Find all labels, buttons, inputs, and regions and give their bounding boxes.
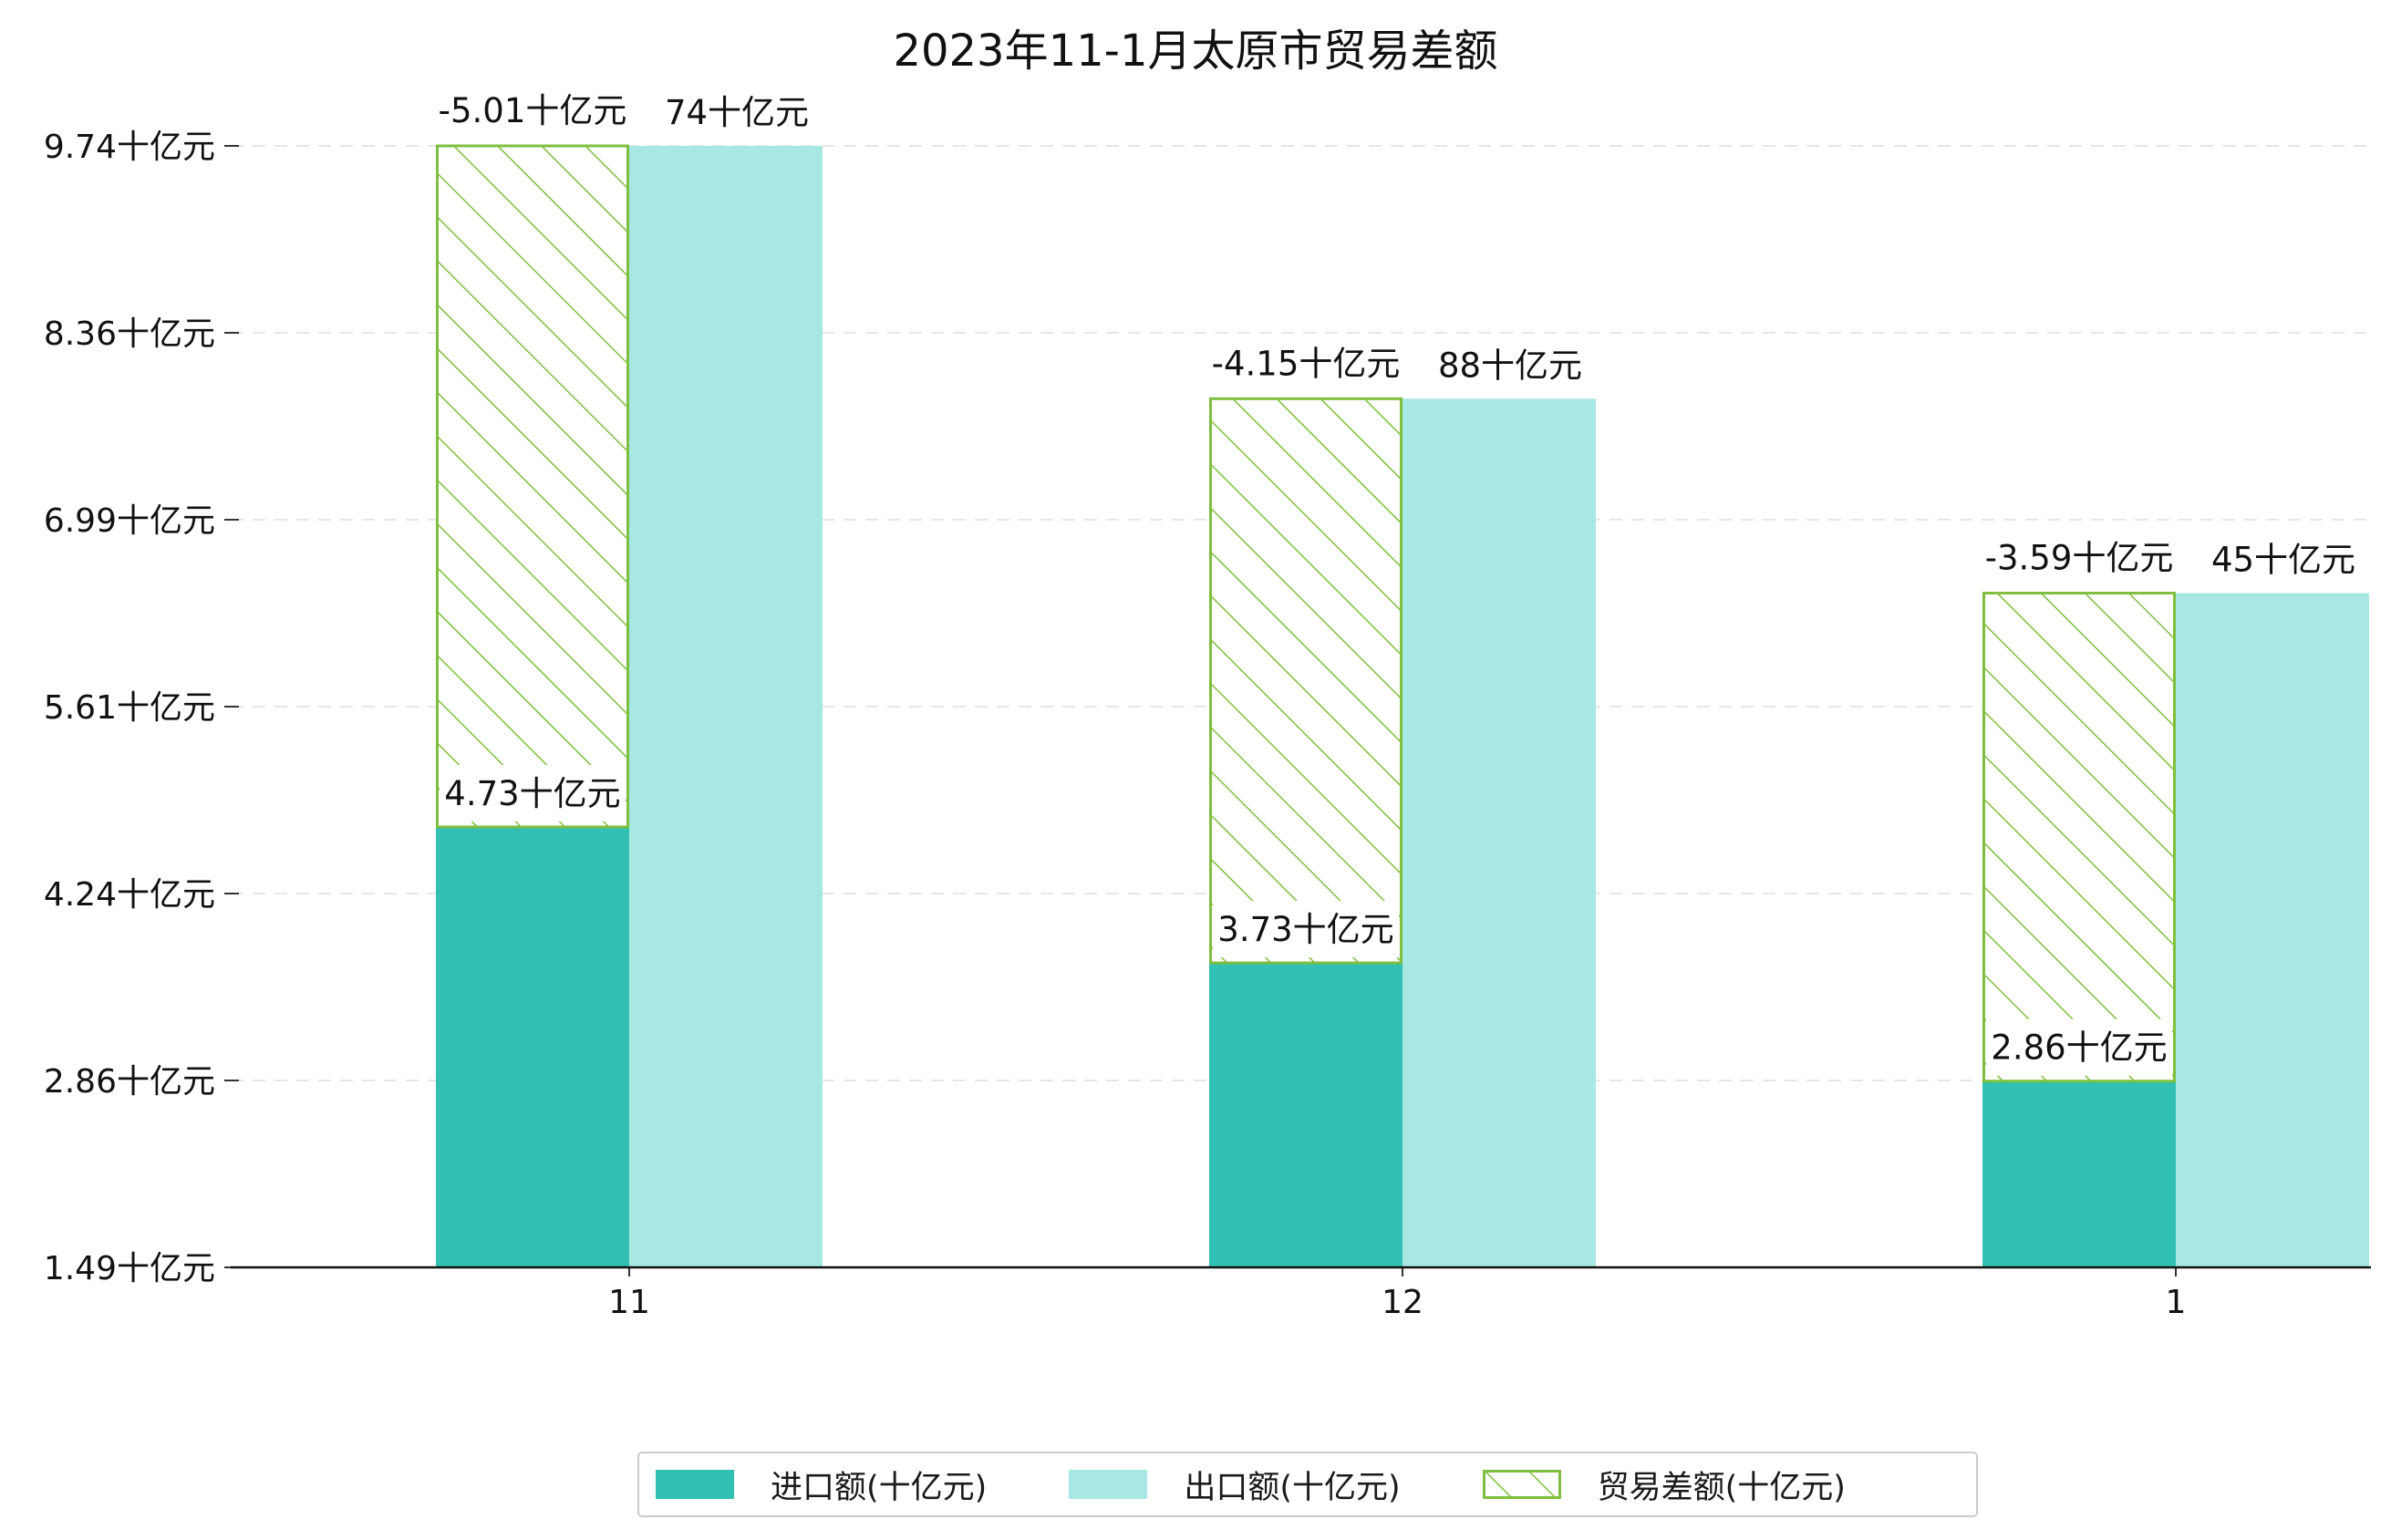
import-value-label-box [1986,1018,2172,1076]
x-tick-label: 1 [2166,1284,2187,1321]
balance-value-label-group: -5.01十亿元 [428,82,637,139]
data-labels: 4.73十亿元 -5.01十亿元 74十亿元 3.73十亿元 -4.15十亿元 88十亿元… [428,82,2355,1076]
export-value-label-box [668,84,806,140]
legend-swatch-balance [1482,1470,1561,1499]
legend-label-exports: 出口额(十亿元) [1184,1469,1401,1506]
legend-item-balance: 贸易差额(十亿元) [1482,1462,1846,1508]
y-tick-label: 6.99十亿元 [44,502,215,540]
export-value-label-box [2214,531,2353,588]
y-tick-label: 1.49十亿元 [44,1250,215,1287]
import-value-label-group: 2.86十亿元 [1986,1018,2172,1076]
y-tick-label: 4.24十亿元 [44,876,215,914]
legend-swatch-imports [656,1470,734,1499]
balance-value-label: -5.01十亿元 [439,91,627,130]
balance-value-label: -4.15十亿元 [1212,344,1401,383]
export-value-label-group: 88十亿元 [1438,336,1582,394]
legend-label-imports: 进口额(十亿元) [771,1469,988,1506]
legend: 进口额(十亿元) 出口额(十亿元) 贸易差额(十亿元) [637,1452,1978,1517]
bars [436,144,2369,1267]
balance-bar [436,144,629,829]
legend-swatch-exports [1069,1470,1148,1499]
export-value-label: 74十亿元 [665,93,809,132]
import-value-label: 2.86十亿元 [1991,1028,2167,1068]
x-tick-label: 12 [1382,1284,1423,1321]
y-tick-label: 9.74十亿元 [44,129,215,166]
y-axis: 1.49十亿元 2.86十亿元 4.24十亿元 5.61十亿元 6.99十亿元 8.36十… [44,129,239,1287]
balance-value-label-group: -3.59十亿元 [1974,529,2184,586]
import-value-label: 4.73十亿元 [444,774,620,813]
export-bar [1403,398,1596,1267]
chart-title: 2023年11-1月太原市贸易差额 [893,26,1497,77]
import-bar [436,826,629,1267]
import-value-label-group: 4.73十亿元 [440,764,626,822]
export-value-label-box [1441,336,1579,394]
export-value-label-group: 45十亿元 [2211,531,2355,588]
import-value-label: 3.73十亿元 [1217,910,1393,949]
import-bar [1982,1080,2176,1267]
legend-item-exports: 出口额(十亿元) [1069,1462,1401,1508]
y-tick-label: 5.61十亿元 [44,689,215,727]
export-bar [2176,593,2369,1267]
import-value-label-box [440,764,626,822]
legend-label-balance: 贸易差额(十亿元) [1597,1469,1846,1506]
import-value-label-box [1213,901,1399,958]
balance-bar [1982,592,2176,1083]
y-tick-label: 8.36十亿元 [44,315,215,353]
balance-value-label-box [1201,335,1411,392]
x-tick-label: 11 [608,1284,650,1321]
balance-value-label-group: -4.15十亿元 [1201,335,1411,392]
balance-value-label: -3.59十亿元 [1985,539,2174,578]
import-bar [1209,963,1403,1267]
x-axis: 11 12 1 [231,1266,2371,1321]
export-bar [629,146,823,1267]
balance-value-label-box [1974,529,2184,586]
balance-value-label-box [428,82,637,139]
export-value-label-group: 74十亿元 [665,84,809,140]
export-value-label: 88十亿元 [1438,346,1582,385]
balance-bar [1209,397,1403,965]
y-tick-label: 2.86十亿元 [44,1063,215,1101]
legend-item-imports: 进口额(十亿元) [656,1462,987,1508]
export-value-label: 45十亿元 [2211,541,2355,580]
import-value-label-group: 3.73十亿元 [1213,901,1399,958]
